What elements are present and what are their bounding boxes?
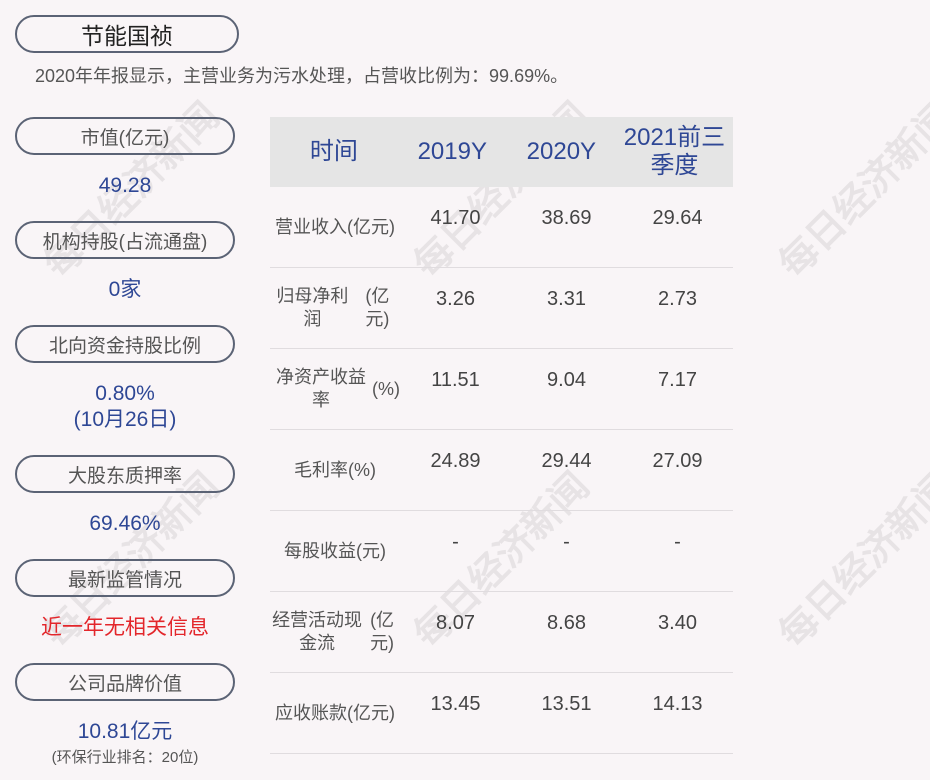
cell-value: 13.45	[430, 693, 481, 715]
row-label: 每股收益 (元)	[270, 511, 400, 591]
pledge-value: 69.46%	[89, 512, 161, 535]
metric-name: 毛利率	[294, 459, 348, 480]
header-2019: 2019Y	[417, 138, 487, 165]
table-row: 净资产收益率 (%) 11.51 9.04 7.17	[270, 349, 733, 430]
metric-unit: (亿元)	[370, 610, 395, 653]
table-row: 经营活动现金流 (亿元) 8.07 8.68 3.40	[270, 592, 733, 673]
cell-value: 3.26	[436, 288, 475, 310]
institution-holding-value: 0家	[108, 278, 142, 301]
table-row: 每股收益 (元) - - -	[270, 511, 733, 592]
row-label: 应收账款 (亿元)	[270, 673, 400, 753]
cell-value: 29.64	[652, 207, 703, 229]
row-label: 营业收入 (亿元)	[270, 187, 400, 267]
northbound-label: 北向资金持股比例	[15, 325, 235, 363]
brand-value: 10.81亿元	[77, 720, 173, 743]
northbound-value: 0.80%	[95, 382, 155, 405]
cell-value: 11.51	[431, 369, 480, 391]
metric-unit: (亿元)	[347, 216, 395, 237]
cell-value: 27.09	[652, 450, 703, 472]
table-row: 营业收入 (亿元) 41.70 38.69 29.64	[270, 187, 733, 268]
row-label: 归母净利润 (亿元)	[270, 268, 400, 348]
cell-value: 9.04	[547, 369, 586, 391]
financial-table: 时间 2019Y 2020Y 2021前三季度 营业收入 (亿元) 41.70 38.…	[270, 117, 733, 754]
cell-value: 3.31	[547, 288, 586, 310]
metric-name: 经营活动现金流	[272, 610, 363, 653]
cell-value: -	[674, 531, 681, 553]
cell-value: 29.44	[541, 450, 592, 472]
metric-unit: (元)	[356, 540, 386, 561]
metric-unit: (亿元)	[365, 286, 390, 329]
metric-unit: (亿元)	[347, 702, 395, 723]
cell-value: -	[452, 531, 459, 553]
regulation-value: 近一年无相关信息	[41, 616, 209, 639]
metric-name: 应收账款	[275, 702, 347, 723]
cell-value: 8.07	[436, 612, 475, 634]
metric-name: 每股收益	[284, 540, 356, 561]
watermark: 每日经济新闻	[769, 463, 930, 657]
regulation-label: 最新监管情况	[15, 559, 235, 597]
market-cap-value: 49.28	[98, 174, 152, 197]
metric-name: 净资产收益率	[276, 367, 366, 410]
cell-value: 13.51	[541, 693, 592, 715]
cell-value: -	[563, 531, 570, 553]
metric-name: 归母净利润	[276, 286, 349, 329]
cell-value: 38.69	[541, 207, 592, 229]
row-label: 净资产收益率 (%)	[270, 349, 400, 429]
metric-unit: (%)	[348, 459, 376, 480]
institution-holding-label: 机构持股(占流通盘)	[15, 221, 235, 259]
cell-value: 14.13	[652, 693, 703, 715]
business-summary: 2020年年报显示，主营业务为污水处理，占营收比例为：99.69%。	[35, 66, 569, 86]
header-2020: 2020Y	[526, 138, 597, 165]
cell-value: 41.70	[430, 207, 481, 229]
header-time: 时间	[309, 138, 358, 165]
northbound-date: (10月26日)	[73, 408, 177, 431]
cell-value: 8.68	[547, 612, 586, 634]
header-2021q3: 2021前三季度	[623, 124, 726, 179]
row-label: 经营活动现金流 (亿元)	[270, 592, 400, 672]
company-name-badge: 节能国祯	[15, 15, 239, 53]
pledge-label: 大股东质押率	[15, 455, 235, 493]
cell-value: 3.40	[658, 612, 697, 634]
metric-unit: (%)	[372, 378, 400, 399]
table-row: 毛利率 (%) 24.89 29.44 27.09	[270, 430, 733, 511]
table-header: 时间 2019Y 2020Y 2021前三季度	[270, 117, 733, 187]
table-row: 归母净利润 (亿元) 3.26 3.31 2.73	[270, 268, 733, 349]
metric-name: 营业收入	[275, 216, 347, 237]
watermark: 每日经济新闻	[769, 93, 930, 287]
cell-value: 24.89	[430, 450, 481, 472]
table-row: 应收账款 (亿元) 13.45 13.51 14.13	[270, 673, 733, 754]
row-label: 毛利率 (%)	[270, 430, 400, 510]
brand-value-label: 公司品牌价值	[15, 663, 235, 701]
market-cap-label: 市值(亿元)	[15, 117, 235, 155]
cell-value: 2.73	[658, 288, 697, 310]
brand-rank-note: (环保行业排名：20位)	[51, 749, 199, 766]
cell-value: 7.17	[658, 369, 697, 391]
